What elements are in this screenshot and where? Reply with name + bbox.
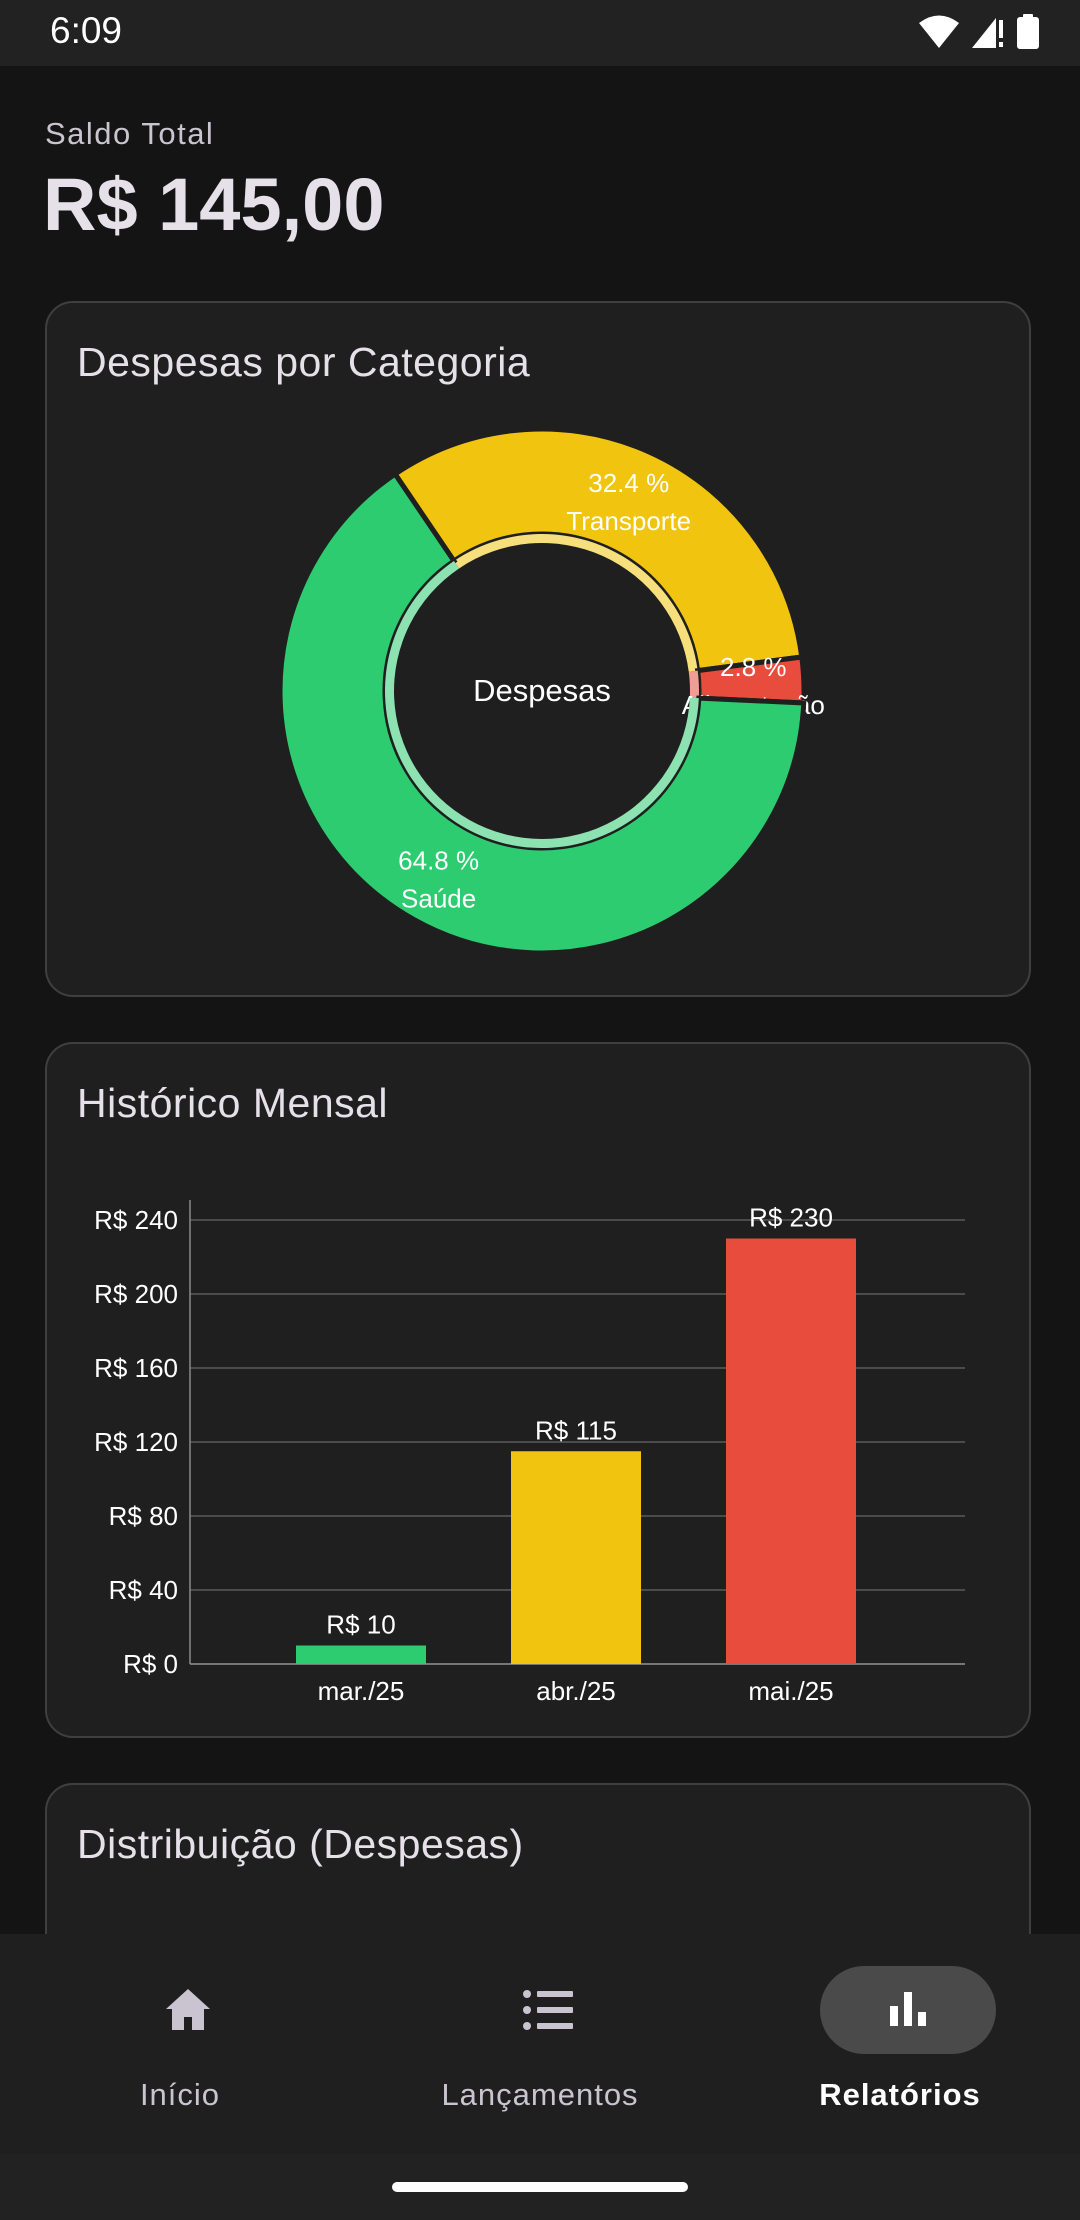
slice-percent-label: 64.8 % bbox=[398, 846, 479, 876]
bar[interactable] bbox=[511, 1451, 641, 1664]
battery-icon bbox=[1017, 14, 1039, 49]
bar-value-label: R$ 115 bbox=[535, 1415, 617, 1445]
bar[interactable] bbox=[296, 1645, 426, 1665]
y-tick-label: R$ 120 bbox=[94, 1427, 178, 1457]
expenses-by-category-card: Despesas por Categoria 32.4 % Transporte 2… bbox=[45, 301, 1031, 997]
bottom-navigation: Início Lançamentos Relatórios bbox=[0, 1934, 1080, 2154]
nav-item-inicio[interactable]: Início bbox=[0, 1934, 360, 2154]
card-title: Histórico Mensal bbox=[77, 1080, 389, 1126]
monthly-history-card: Histórico Mensal R$ 0 R$ 40 R$ 80 R$ 120 R$ … bbox=[45, 1042, 1031, 1738]
x-tick-label: mai./25 bbox=[748, 1676, 833, 1706]
bar-chart: R$ 0 R$ 40 R$ 80 R$ 120 R$ 160 R$ 200 R$ 240 R$… bbox=[94, 1200, 965, 1706]
x-tick-label: mar./25 bbox=[318, 1676, 405, 1706]
bar-value-label: R$ 10 bbox=[326, 1610, 395, 1640]
y-tick-label: R$ 160 bbox=[94, 1353, 178, 1383]
card-title: Distribuição (Despesas) bbox=[77, 1821, 524, 1867]
nav-label: Início bbox=[139, 2077, 221, 2112]
nav-label: Relatórios bbox=[819, 2077, 981, 2112]
signal-icon bbox=[972, 18, 1003, 48]
status-icons bbox=[918, 14, 1040, 50]
y-tick-label: R$ 40 bbox=[109, 1575, 178, 1605]
slice-percent-label: 2.8 % bbox=[720, 652, 787, 682]
donut-slice-inner bbox=[688, 670, 699, 699]
balance-label: Saldo Total bbox=[45, 116, 215, 151]
status-time: 6:09 bbox=[50, 10, 123, 51]
status-bar: 6:09 bbox=[0, 0, 1080, 66]
home-icon bbox=[166, 1989, 210, 2030]
y-tick-label: R$ 80 bbox=[109, 1501, 178, 1531]
donut-center-label: Despesas bbox=[473, 673, 611, 708]
y-tick-label: R$ 0 bbox=[123, 1649, 178, 1679]
card-title: Despesas por Categoria bbox=[77, 339, 531, 385]
list-icon bbox=[523, 1990, 573, 2030]
slice-category-label: Saúde bbox=[401, 884, 476, 914]
slice-category-label: Transporte bbox=[566, 506, 691, 536]
y-tick-label: R$ 240 bbox=[94, 1205, 178, 1235]
nav-label: Lançamentos bbox=[441, 2077, 639, 2112]
y-tick-label: R$ 200 bbox=[94, 1279, 178, 1309]
slice-percent-label: 32.4 % bbox=[588, 468, 669, 498]
wifi-icon bbox=[919, 15, 959, 48]
gesture-navigation-bar bbox=[0, 2154, 1080, 2220]
bar[interactable] bbox=[726, 1238, 856, 1665]
bar-chart-icon bbox=[890, 1992, 926, 2026]
donut-slice-inner bbox=[453, 534, 698, 672]
nav-item-relatorios[interactable]: Relatórios bbox=[720, 1934, 1080, 2154]
balance-value: R$ 145,00 bbox=[43, 163, 385, 246]
nav-item-lancamentos[interactable]: Lançamentos bbox=[360, 1934, 720, 2154]
gesture-handle[interactable] bbox=[392, 2182, 688, 2192]
x-tick-label: abr./25 bbox=[536, 1676, 616, 1706]
bar-value-label: R$ 230 bbox=[749, 1203, 833, 1233]
